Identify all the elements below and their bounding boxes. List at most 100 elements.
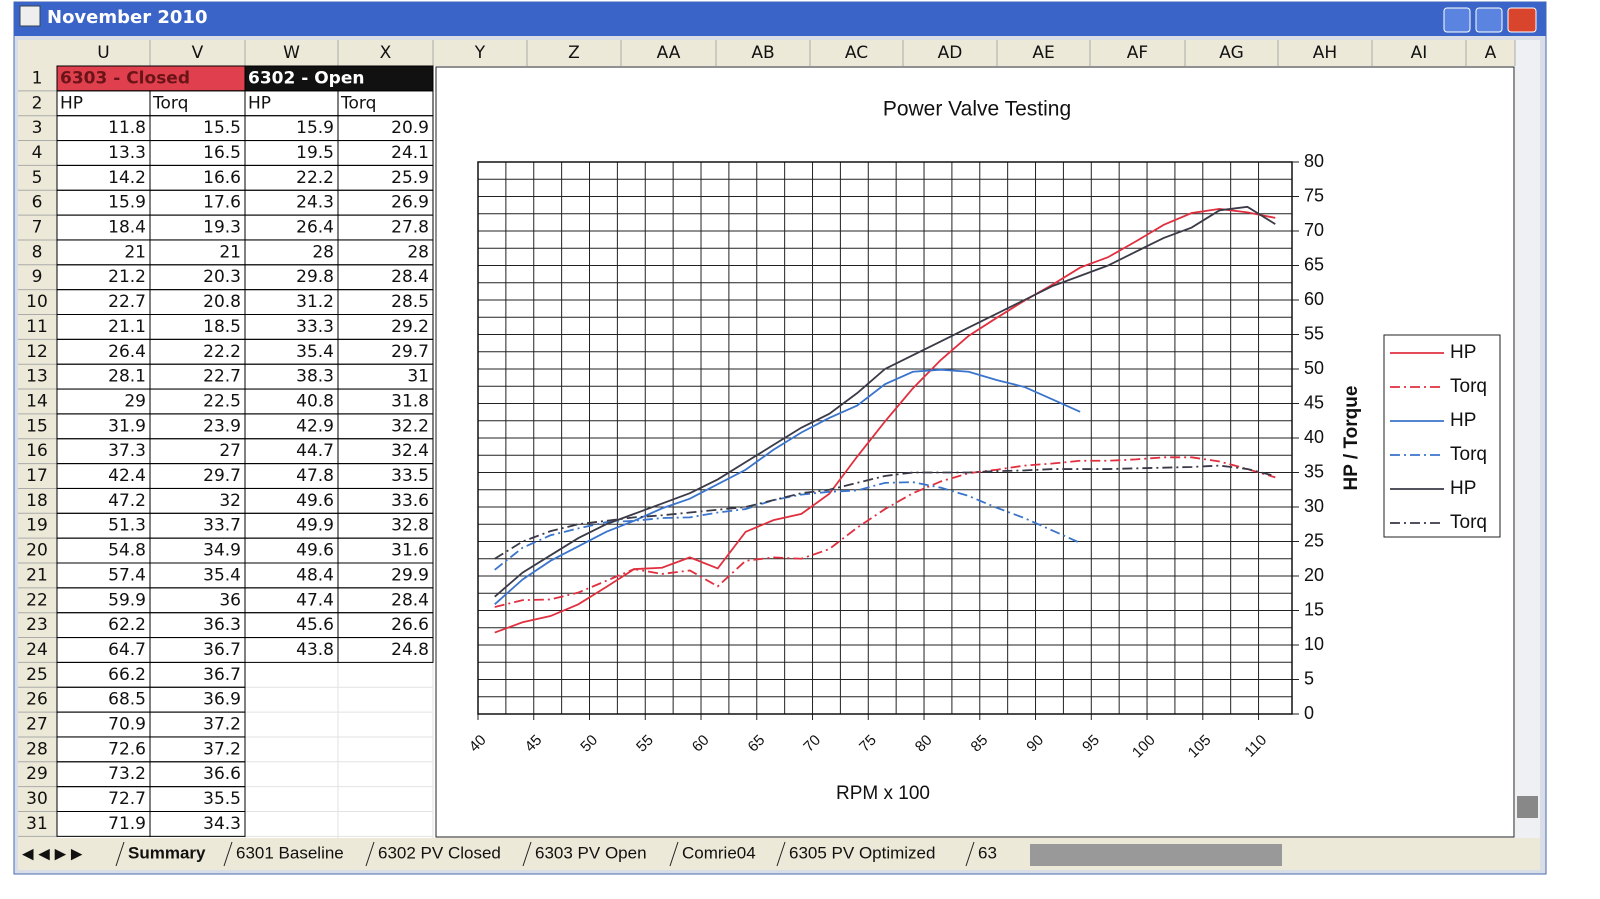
cell-value: 31.6 [391,541,429,561]
cell-value: 24.1 [391,143,429,163]
column-header: AC [845,43,868,63]
legend-label: HP [1450,410,1476,431]
cell-value: 27 [219,441,241,461]
column-header: Z [568,43,580,63]
cell-value: 29.2 [391,317,429,337]
cell-value: 20.9 [391,118,429,138]
cell-value: 37.3 [108,441,146,461]
cell-value: 49.6 [296,491,334,511]
cell-value: 14.2 [108,168,146,188]
window-icon [19,5,41,27]
cell-value: 32.2 [391,416,429,436]
cell-value: 47.2 [108,491,146,511]
sheet-tab[interactable]: 6303 PV Open [535,843,647,862]
legend-label: Torq [1450,444,1487,465]
row-header: 19 [26,516,48,536]
legend [1383,334,1501,538]
cell-value: 36 [219,590,241,610]
cell-value: 19.5 [296,143,334,163]
row-header: 18 [26,491,48,511]
column-header: AI [1411,43,1428,63]
cell-value: 47.4 [296,590,334,610]
group-header: 6303 - Closed [60,68,190,88]
cell-value: 73.2 [108,764,146,784]
sheet-tab[interactable]: 63 [978,843,997,862]
vertical-scrollbar[interactable] [1515,40,1540,838]
cell-value: 20.3 [203,267,241,287]
cell-value: 28 [407,242,429,262]
cell-value: 34.9 [203,541,241,561]
cell-value: 16.5 [203,143,241,163]
y-axis-label: HP / Torque [1341,386,1362,491]
sheet-tab[interactable]: 6305 PV Optimized [789,843,935,862]
row-header: 24 [26,640,48,660]
sheet-tab[interactable]: Comrie04 [682,843,756,862]
cell-value: 21 [219,242,241,262]
column-header: AB [751,43,774,63]
cell-value: 22.2 [203,342,241,362]
row-header: 31 [26,814,48,834]
cell-value: 25.9 [391,168,429,188]
column-header: AG [1219,43,1244,63]
row-header: 22 [26,590,48,610]
y-tick-label: 15 [1304,599,1324,619]
y-tick-label: 30 [1304,496,1324,516]
cell-value: 59.9 [108,590,146,610]
column-header: U [97,43,109,63]
close-button[interactable] [1507,7,1537,33]
cell-value: 36.6 [203,764,241,784]
cell-value: 24.8 [391,640,429,660]
cell-value: 26.4 [108,342,146,362]
sheet-tab[interactable]: 6302 PV Closed [378,843,501,862]
title-bar [14,2,1546,36]
cell-value: 49.6 [296,541,334,561]
cell-value: 70.9 [108,715,146,735]
scroll-thumb[interactable] [1517,796,1538,818]
cell-value: 15.9 [296,118,334,138]
cell-value: 31.2 [296,292,334,312]
cell-value: 16.6 [203,168,241,188]
row-header: 20 [26,541,48,561]
cell-value: 24.3 [296,193,334,213]
cell-value: 29.9 [391,565,429,585]
y-tick-label: 40 [1304,427,1324,447]
group-header: 6302 - Open [248,68,364,88]
tab-bar [18,838,1540,870]
cell-value: 29.7 [391,342,429,362]
legend-label: HP [1450,478,1476,499]
cell-value: 54.8 [108,541,146,561]
horizontal-scroll-thumb[interactable] [1030,844,1282,866]
column-header: AE [1032,43,1054,63]
row-header: 5 [32,168,43,188]
cell-value: 49.9 [296,516,334,536]
cell-value: 22.7 [108,292,146,312]
row-header: 2 [32,93,43,113]
cell-value: 29.8 [296,267,334,287]
cell-value: 15.5 [203,118,241,138]
sheet-tab[interactable]: Summary [128,843,206,862]
column-header: AH [1313,43,1337,63]
row-header: 1 [32,68,43,88]
cell-value: 45.6 [296,615,334,635]
y-tick-label: 35 [1304,461,1324,481]
legend-label: Torq [1450,512,1487,533]
series-line [494,208,1276,634]
minimize-button[interactable] [1443,7,1471,33]
row-header: 15 [26,416,48,436]
cell-value: 23.9 [203,416,241,436]
cell-value: 31.9 [108,416,146,436]
maximize-button[interactable] [1475,7,1503,33]
group-header-cell [244,65,434,92]
legend-label: Torq [1450,376,1487,397]
column-header: V [192,43,204,63]
tab-nav-buttons[interactable]: ◀ ◀ ▶ ▶ [22,845,83,863]
cell-value: 21.1 [108,317,146,337]
cell-value: 72.6 [108,739,146,759]
column-label: HP [248,93,271,113]
sheet-tab[interactable]: 6301 Baseline [236,843,344,862]
cell-value: 26.4 [296,218,334,238]
y-tick-label: 20 [1304,565,1324,585]
y-tick-label: 75 [1304,185,1324,205]
row-header: 26 [26,690,48,710]
